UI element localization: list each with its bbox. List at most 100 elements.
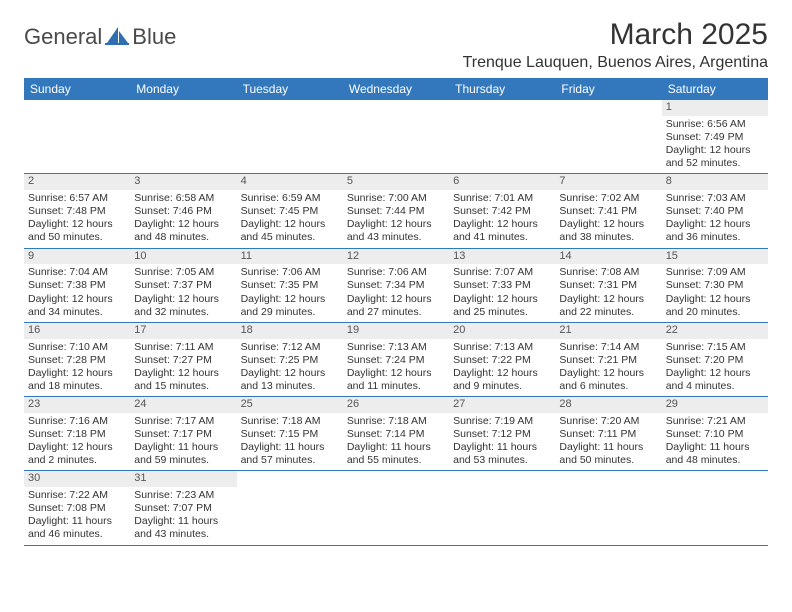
sunrise-line: Sunrise: 7:20 AM <box>559 415 657 428</box>
sunset-line: Sunset: 7:17 PM <box>134 428 232 441</box>
day-number: 30 <box>24 471 130 487</box>
sunrise-line: Sunrise: 7:10 AM <box>28 341 126 354</box>
day-number: 3 <box>130 174 236 190</box>
day-number: 1 <box>662 100 768 116</box>
sunset-line: Sunset: 7:46 PM <box>134 205 232 218</box>
sunset-line: Sunset: 7:31 PM <box>559 279 657 292</box>
weekday-header: Saturday <box>662 78 768 100</box>
daylight-line: Daylight: 12 hours and 13 minutes. <box>241 367 339 393</box>
sunset-line: Sunset: 7:18 PM <box>28 428 126 441</box>
calendar-day: 7 Sunrise: 7:02 AMSunset: 7:41 PMDaylight… <box>555 174 661 248</box>
sunset-line: Sunset: 7:37 PM <box>134 279 232 292</box>
calendar-day: 4Sunrise: 6:59 AMSunset: 7:45 PMDaylight… <box>237 174 343 248</box>
daylight-line: Daylight: 12 hours and 29 minutes. <box>241 293 339 319</box>
calendar-day: 18Sunrise: 7:12 AMSunset: 7:25 PMDayligh… <box>237 322 343 396</box>
day-number: 11 <box>237 249 343 265</box>
daylight-line: Daylight: 11 hours and 57 minutes. <box>241 441 339 467</box>
calendar-empty <box>343 100 449 174</box>
calendar-day: 16Sunrise: 7:10 AMSunset: 7:28 PMDayligh… <box>24 322 130 396</box>
sunrise-line: Sunrise: 7:03 AM <box>666 192 764 205</box>
sunrise-line: Sunrise: 7:06 AM <box>347 266 445 279</box>
day-number: 20 <box>449 323 555 339</box>
calendar-empty <box>343 471 449 545</box>
daylight-line: Daylight: 12 hours and 36 minutes. <box>666 218 764 244</box>
day-number: 21 <box>555 323 661 339</box>
calendar-day: 12Sunrise: 7:06 AMSunset: 7:34 PMDayligh… <box>343 248 449 322</box>
sunset-line: Sunset: 7:25 PM <box>241 354 339 367</box>
daylight-line: Daylight: 11 hours and 53 minutes. <box>453 441 551 467</box>
sunset-line: Sunset: 7:44 PM <box>347 205 445 218</box>
calendar-day: 11Sunrise: 7:06 AMSunset: 7:35 PMDayligh… <box>237 248 343 322</box>
day-number: 8 <box>662 174 768 190</box>
logo: General Blue <box>24 18 176 50</box>
day-number: 7 <box>555 174 661 190</box>
month-title: March 2025 <box>463 18 768 52</box>
sunset-line: Sunset: 7:27 PM <box>134 354 232 367</box>
day-number: 22 <box>662 323 768 339</box>
calendar-day: 15Sunrise: 7:09 AMSunset: 7:30 PMDayligh… <box>662 248 768 322</box>
sunrise-line: Sunrise: 7:09 AM <box>666 266 764 279</box>
daylight-line: Daylight: 12 hours and 50 minutes. <box>28 218 126 244</box>
day-number: 23 <box>24 397 130 413</box>
calendar-empty <box>449 471 555 545</box>
title-block: March 2025 Trenque Lauquen, Buenos Aires… <box>463 18 768 72</box>
day-number: 16 <box>24 323 130 339</box>
calendar-empty <box>449 100 555 174</box>
calendar-day: 9Sunrise: 7:04 AMSunset: 7:38 PMDaylight… <box>24 248 130 322</box>
calendar-row: 23Sunrise: 7:16 AMSunset: 7:18 PMDayligh… <box>24 397 768 471</box>
calendar-body: 1Sunrise: 6:56 AMSunset: 7:49 PMDaylight… <box>24 100 768 545</box>
sunset-line: Sunset: 7:41 PM <box>559 205 657 218</box>
sunset-line: Sunset: 7:14 PM <box>347 428 445 441</box>
day-number: 12 <box>343 249 449 265</box>
calendar-day: 29Sunrise: 7:21 AMSunset: 7:10 PMDayligh… <box>662 397 768 471</box>
sunrise-line: Sunrise: 7:15 AM <box>666 341 764 354</box>
daylight-line: Daylight: 12 hours and 11 minutes. <box>347 367 445 393</box>
sunrise-line: Sunrise: 7:13 AM <box>453 341 551 354</box>
weekday-header: Tuesday <box>237 78 343 100</box>
logo-text-blue: Blue <box>132 24 176 50</box>
day-number: 10 <box>130 249 236 265</box>
calendar-empty <box>555 471 661 545</box>
calendar-row: 30Sunrise: 7:22 AMSunset: 7:08 PMDayligh… <box>24 471 768 545</box>
calendar-day: 6Sunrise: 7:01 AMSunset: 7:42 PMDaylight… <box>449 174 555 248</box>
sunrise-line: Sunrise: 7:23 AM <box>134 489 232 502</box>
calendar-day: 10Sunrise: 7:05 AMSunset: 7:37 PMDayligh… <box>130 248 236 322</box>
day-number: 15 <box>662 249 768 265</box>
daylight-line: Daylight: 11 hours and 43 minutes. <box>134 515 232 541</box>
day-number: 4 <box>237 174 343 190</box>
weekday-header: Friday <box>555 78 661 100</box>
calendar-row: 2Sunrise: 6:57 AMSunset: 7:48 PMDaylight… <box>24 174 768 248</box>
calendar-day: 8Sunrise: 7:03 AMSunset: 7:40 PMDaylight… <box>662 174 768 248</box>
sunrise-line: Sunrise: 7:01 AM <box>453 192 551 205</box>
weekday-header: Wednesday <box>343 78 449 100</box>
sunset-line: Sunset: 7:48 PM <box>28 205 126 218</box>
sunset-line: Sunset: 7:15 PM <box>241 428 339 441</box>
sunset-line: Sunset: 7:42 PM <box>453 205 551 218</box>
weekday-header: Thursday <box>449 78 555 100</box>
calendar-day: 25 Sunrise: 7:18 AMSunset: 7:15 PMDayligh… <box>237 397 343 471</box>
daylight-line: Daylight: 12 hours and 45 minutes. <box>241 218 339 244</box>
daylight-line: Daylight: 11 hours and 46 minutes. <box>28 515 126 541</box>
calendar-table: Sunday Monday Tuesday Wednesday Thursday… <box>24 78 768 546</box>
daylight-line: Daylight: 12 hours and 48 minutes. <box>134 218 232 244</box>
daylight-line: Daylight: 12 hours and 18 minutes. <box>28 367 126 393</box>
calendar-empty <box>662 471 768 545</box>
weekday-header: Sunday <box>24 78 130 100</box>
daylight-line: Daylight: 12 hours and 27 minutes. <box>347 293 445 319</box>
sunrise-line: Sunrise: 7:18 AM <box>241 415 339 428</box>
calendar-empty <box>24 100 130 174</box>
daylight-line: Daylight: 12 hours and 38 minutes. <box>559 218 657 244</box>
day-number: 13 <box>449 249 555 265</box>
calendar-day: 24Sunrise: 7:17 AMSunset: 7:17 PMDayligh… <box>130 397 236 471</box>
calendar-day: 23Sunrise: 7:16 AMSunset: 7:18 PMDayligh… <box>24 397 130 471</box>
logo-text-general: General <box>24 24 102 50</box>
day-number: 5 <box>343 174 449 190</box>
day-number: 2 <box>24 174 130 190</box>
day-number: 25 <box>237 397 343 413</box>
calendar-day: 31Sunrise: 7:23 AMSunset: 7:07 PMDayligh… <box>130 471 236 545</box>
day-number: 18 <box>237 323 343 339</box>
daylight-line: Daylight: 12 hours and 2 minutes. <box>28 441 126 467</box>
sunrise-line: Sunrise: 7:19 AM <box>453 415 551 428</box>
calendar-day: 27Sunrise: 7:19 AMSunset: 7:12 PMDayligh… <box>449 397 555 471</box>
sunrise-line: Sunrise: 7:02 AM <box>559 192 657 205</box>
